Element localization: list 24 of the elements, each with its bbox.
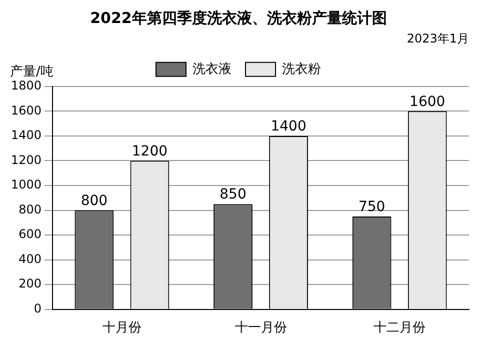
y-tick-label: 1200 xyxy=(10,152,42,167)
y-tick-label: 0 xyxy=(34,302,42,316)
y-tick-label: 1600 xyxy=(10,103,42,118)
data-label: 800 xyxy=(80,192,108,209)
data-label: 1600 xyxy=(410,94,446,110)
y-tick-label: 400 xyxy=(18,252,42,266)
y-tick-label: 1800 xyxy=(10,78,42,93)
data-label: 850 xyxy=(220,186,246,203)
x-tick-label: 十二月份 xyxy=(374,320,426,336)
data-label: 1200 xyxy=(132,143,168,160)
y-tick-label: 600 xyxy=(18,227,42,242)
data-label: 1400 xyxy=(270,118,306,135)
x-tick-label: 十一月份 xyxy=(234,320,287,336)
chart-subtitle: 2023年1月 xyxy=(406,31,469,46)
y-axis-title: 产量/吨 xyxy=(10,64,54,80)
y-tick-label: 800 xyxy=(18,202,42,216)
data-label: 750 xyxy=(358,199,386,216)
chart-title: 2022年第四季度洗衣液、洗衣粉产量统计图 xyxy=(90,8,387,27)
y-tick-label: 1000 xyxy=(10,178,42,192)
y-tick-label: 1400 xyxy=(10,128,42,142)
legend-label: 洗衣粉 xyxy=(282,62,321,77)
x-tick-label: 十月份 xyxy=(102,320,142,336)
y-tick-label: 200 xyxy=(18,276,42,291)
legend-label: 洗衣液 xyxy=(192,62,232,77)
